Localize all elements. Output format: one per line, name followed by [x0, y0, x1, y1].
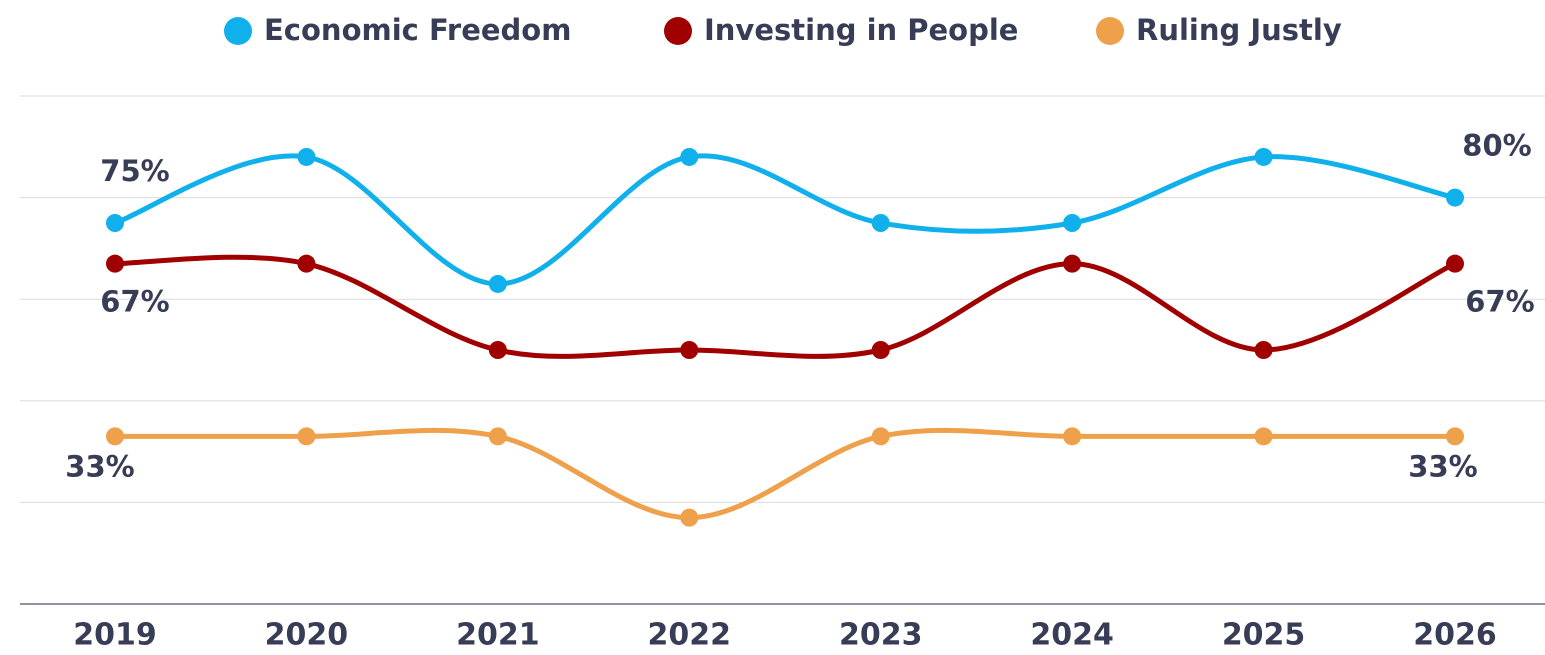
data-label: 67% [100, 285, 169, 319]
data-point [871, 341, 890, 359]
data-point [488, 341, 507, 359]
data-point [1446, 188, 1464, 207]
data-point [297, 147, 316, 166]
data-point [680, 147, 699, 166]
data-point [680, 508, 699, 527]
data-point [1063, 254, 1082, 273]
legend-swatch [224, 17, 252, 45]
data-point [106, 214, 124, 232]
data-label: 80% [1462, 129, 1531, 163]
data-label: 33% [65, 449, 134, 483]
data-point [488, 427, 507, 446]
x-tick-label: 2021 [456, 618, 540, 653]
data-point [488, 274, 507, 293]
legend-swatch [664, 17, 692, 45]
data-point [106, 254, 124, 273]
data-label: 67% [1465, 285, 1534, 319]
data-point [1446, 254, 1464, 273]
x-tick-label: 2022 [648, 618, 732, 653]
x-tick-label: 2020 [265, 618, 349, 653]
x-tick-label: 2024 [1030, 618, 1114, 653]
data-label: 33% [1408, 449, 1477, 483]
x-tick-label: 2026 [1413, 618, 1497, 653]
data-point [871, 214, 890, 232]
data-point [297, 427, 316, 446]
data-point [106, 427, 124, 446]
legend-label: Investing in People [704, 13, 1018, 47]
series-line [112, 427, 1458, 521]
data-point [680, 341, 699, 359]
legend-label: Economic Freedom [264, 13, 571, 47]
series-line [112, 153, 1458, 287]
data-point [1254, 147, 1273, 166]
series-line [112, 254, 1458, 359]
x-tick-label: 2025 [1222, 618, 1306, 653]
legend-swatch [1096, 17, 1124, 45]
data-point [1254, 427, 1273, 446]
data-point [1063, 214, 1082, 232]
data-point [1254, 341, 1273, 359]
data-label: 75% [100, 154, 169, 188]
legend-label: Ruling Justly [1136, 13, 1342, 47]
data-point [297, 254, 316, 273]
data-point [1446, 427, 1464, 446]
data-point [1063, 427, 1082, 446]
data-point [871, 427, 890, 446]
x-tick-label: 2019 [73, 618, 157, 653]
x-tick-label: 2023 [839, 618, 923, 653]
